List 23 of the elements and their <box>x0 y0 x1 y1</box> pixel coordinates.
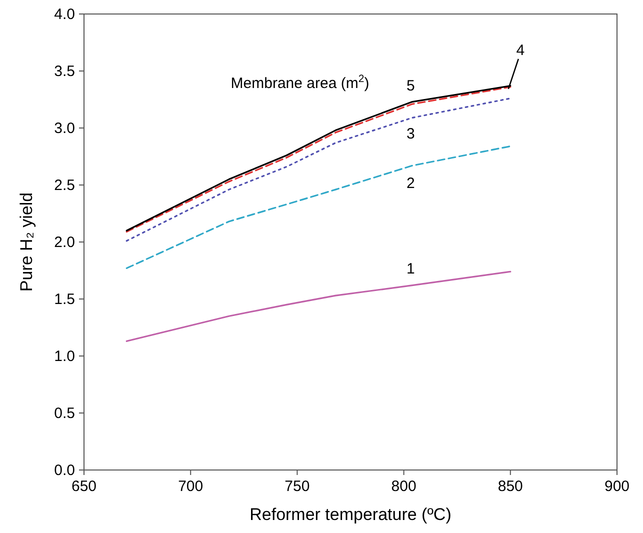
x-tick-label: 750 <box>284 478 310 495</box>
y-tick-label: 2.0 <box>54 234 75 251</box>
x-axis-title: Reformer temperature (ºC) <box>250 505 452 524</box>
y-tick-label: 1.5 <box>54 291 75 308</box>
y-tick-label: 2.5 <box>54 177 75 194</box>
y-tick-label: 3.0 <box>54 120 75 137</box>
x-tick-label: 800 <box>391 478 416 495</box>
y-tick-label: 0.0 <box>54 462 75 479</box>
x-tick-label: 900 <box>604 478 630 495</box>
series-label: 2 <box>406 175 415 192</box>
x-tick-label: 700 <box>178 478 204 495</box>
y-tick-label: 1.0 <box>54 348 75 365</box>
y-tick-label: 3.5 <box>54 63 75 80</box>
y-axis-title: Pure H₂ yield <box>17 192 36 292</box>
series-label: 4 <box>516 42 525 59</box>
series-label: 3 <box>406 125 415 142</box>
x-tick-label: 650 <box>71 478 97 495</box>
series-label: 1 <box>406 260 415 278</box>
legend-title: Membrane area (m$^{2}$) <box>230 73 370 92</box>
y-tick-label: 4.0 <box>54 6 75 23</box>
x-tick-label: 850 <box>498 478 523 495</box>
series-label: 5 <box>406 77 415 94</box>
y-tick-label: 0.5 <box>54 405 75 422</box>
